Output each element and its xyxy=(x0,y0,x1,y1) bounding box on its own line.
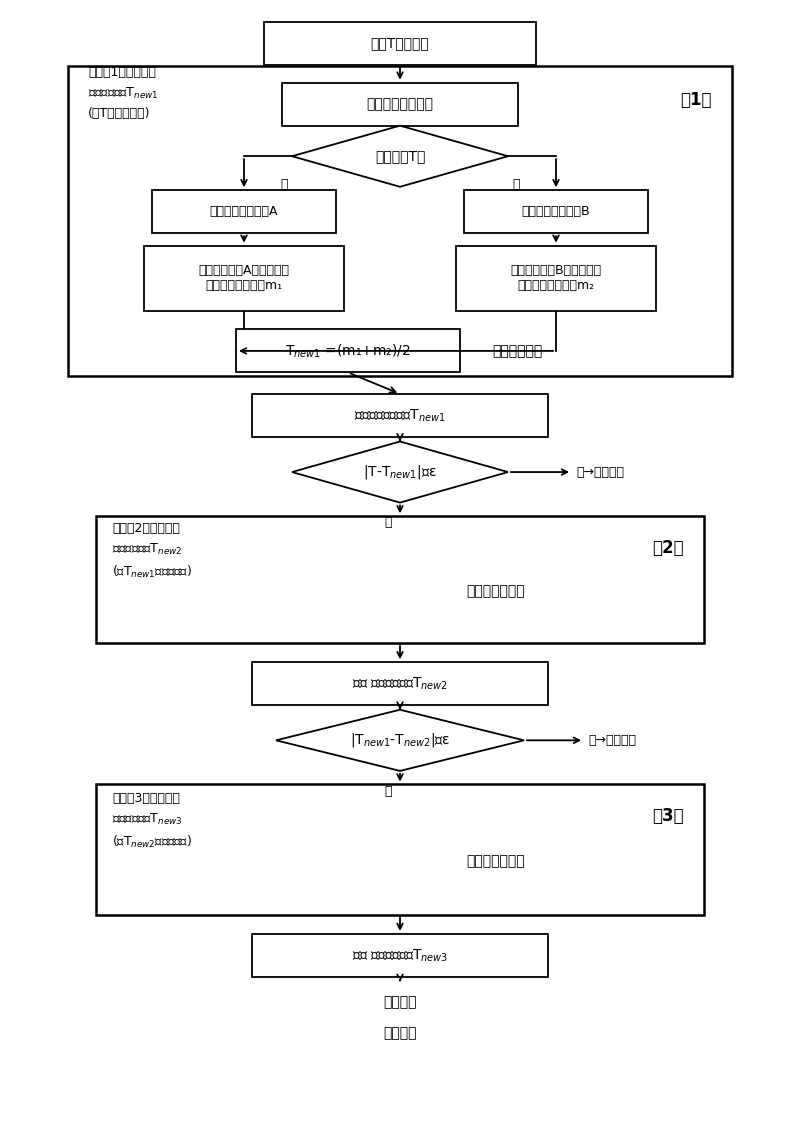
Text: 逐行扫描每个像素: 逐行扫描每个像素 xyxy=(366,97,434,111)
Text: 扫描第2帧，以计算
一个新的阈值T$_{new2}$
(用T$_{new1}$作为旧阈值): 扫描第2帧，以计算 一个新的阈值T$_{new2}$ (用T$_{new1}$作… xyxy=(112,522,192,581)
FancyBboxPatch shape xyxy=(144,246,344,311)
FancyBboxPatch shape xyxy=(456,246,656,311)
Polygon shape xyxy=(276,710,524,771)
Text: 像素值＞T？: 像素值＞T？ xyxy=(375,149,425,163)
Text: 扫描第1帧，以计算
一个新的阈值T$_{new1}$
(用T作为旧阈值): 扫描第1帧，以计算 一个新的阈值T$_{new1}$ (用T作为旧阈值) xyxy=(88,66,158,120)
FancyBboxPatch shape xyxy=(252,662,548,705)
Text: 是→停止迭代: 是→停止迭代 xyxy=(588,734,636,747)
FancyBboxPatch shape xyxy=(68,66,732,376)
Text: 一次迭代过程: 一次迭代过程 xyxy=(492,344,542,358)
Text: 扫描第3帧，以计算
一个新的阈值T$_{new3}$
(用T$_{new2}$作为旧阈值): 扫描第3帧，以计算 一个新的阈值T$_{new3}$ (用T$_{new2}$作… xyxy=(112,792,192,850)
Text: 第3帧: 第3帧 xyxy=(652,807,684,825)
Text: 计算带有标签A的所有像素
的灰度均值，记为m₁: 计算带有标签A的所有像素 的灰度均值，记为m₁ xyxy=(198,265,290,292)
Text: 得到一个新的阈值T$_{new1}$: 得到一个新的阈值T$_{new1}$ xyxy=(354,408,446,423)
Text: 相同的迭代过程: 相同的迭代过程 xyxy=(466,854,526,868)
Polygon shape xyxy=(292,126,508,187)
Text: 得到 一个新的阈值T$_{new2}$: 得到 一个新的阈值T$_{new2}$ xyxy=(352,676,448,692)
Text: 反复进行: 反复进行 xyxy=(383,1027,417,1040)
FancyBboxPatch shape xyxy=(282,83,518,126)
Text: 否: 否 xyxy=(512,178,519,191)
FancyBboxPatch shape xyxy=(96,516,704,643)
Polygon shape xyxy=(292,441,508,503)
FancyBboxPatch shape xyxy=(252,934,548,977)
FancyBboxPatch shape xyxy=(464,190,648,233)
Text: 是→停止迭代: 是→停止迭代 xyxy=(576,465,624,479)
Text: 将该像素赋予标签B: 将该像素赋予标签B xyxy=(522,205,590,218)
Text: 否: 否 xyxy=(384,516,392,530)
FancyBboxPatch shape xyxy=(264,22,536,65)
FancyBboxPatch shape xyxy=(236,329,460,372)
Text: 否: 否 xyxy=(384,784,392,798)
FancyBboxPatch shape xyxy=(252,394,548,437)
Text: 计算带有标签B的所有像素
的灰度均值，记为m₂: 计算带有标签B的所有像素 的灰度均值，记为m₂ xyxy=(510,265,602,292)
Text: |T-T$_{new1}$|＜ε: |T-T$_{new1}$|＜ε xyxy=(363,463,437,481)
Text: 将该像素赋予标签A: 将该像素赋予标签A xyxy=(210,205,278,218)
Text: |T$_{new1}$-T$_{new2}$|＜ε: |T$_{new1}$-T$_{new2}$|＜ε xyxy=(350,731,450,749)
Text: 第2帧: 第2帧 xyxy=(652,539,684,557)
FancyBboxPatch shape xyxy=(96,784,704,915)
FancyBboxPatch shape xyxy=(152,190,336,233)
Text: 第1帧: 第1帧 xyxy=(681,91,712,109)
Text: 是: 是 xyxy=(281,178,288,191)
Text: 得到 一个新的阈值T$_{new3}$: 得到 一个新的阈值T$_{new3}$ xyxy=(352,947,448,963)
Text: 计算T的初始值: 计算T的初始值 xyxy=(370,36,430,50)
Text: 相同的迭代过程: 相同的迭代过程 xyxy=(466,584,526,598)
Text: T$_{new1}$ =(m₁+m₂)/2: T$_{new1}$ =(m₁+m₂)/2 xyxy=(286,342,410,360)
Text: 随图像流: 随图像流 xyxy=(383,995,417,1009)
